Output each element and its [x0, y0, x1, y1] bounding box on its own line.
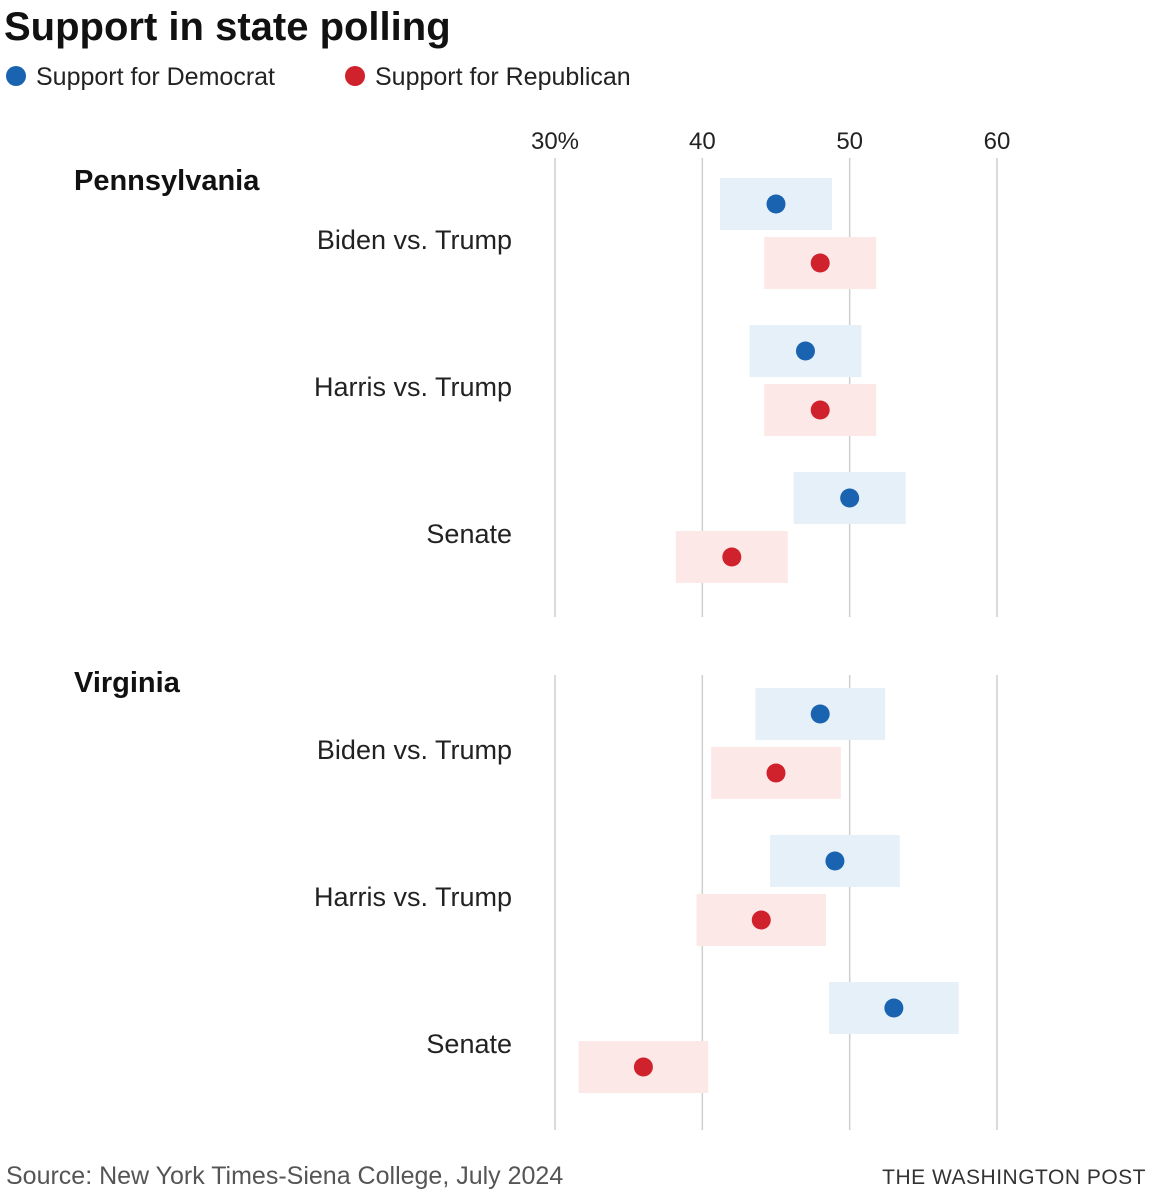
legend-dem-swatch: [6, 66, 26, 86]
race-row: Biden vs. Trump: [317, 178, 877, 289]
legend-rep-label: Support for Republican: [375, 63, 631, 91]
panel-virginia: Virginia Biden vs. Trump Harris vs. Trump S…: [74, 667, 959, 1093]
state-label: Pennsylvania: [74, 165, 260, 197]
race-label: Harris vs. Trump: [314, 882, 512, 912]
dem-support-dot: [795, 341, 815, 361]
legend: Support for Democrat Support for Republi…: [6, 63, 631, 91]
dem-support-dot: [825, 851, 845, 871]
legend-rep-swatch: [345, 66, 365, 86]
x-axis-ticks: 30% 40 50 60: [531, 128, 1010, 155]
rep-support-dot: [810, 400, 830, 420]
race-label: Senate: [426, 1029, 512, 1059]
race-row: Biden vs. Trump: [317, 688, 886, 799]
rep-support-dot: [766, 763, 786, 783]
dem-support-dot: [884, 998, 904, 1018]
x-tick-label-50: 50: [836, 128, 863, 155]
x-tick-label-40: 40: [689, 128, 716, 155]
dem-support-dot: [840, 488, 860, 508]
race-label: Biden vs. Trump: [317, 225, 512, 255]
dem-support-dot: [810, 704, 830, 724]
rep-support-dot: [751, 910, 771, 930]
x-tick-label-60: 60: [984, 128, 1011, 155]
chart-title: Support in state polling: [4, 5, 451, 49]
state-label: Virginia: [74, 667, 181, 699]
x-tick-label-30: 30%: [531, 128, 579, 155]
race-row: Senate: [426, 472, 906, 583]
race-row: Senate: [426, 982, 959, 1093]
race-label: Biden vs. Trump: [317, 735, 512, 765]
race-row: Harris vs. Trump: [314, 835, 900, 946]
source-note: Source: New York Times-Siena College, Ju…: [6, 1162, 563, 1190]
rep-support-dot: [810, 253, 830, 273]
race-label: Harris vs. Trump: [314, 372, 512, 402]
race-label: Senate: [426, 519, 512, 549]
publisher-brand: THE WASHINGTON POST: [882, 1166, 1146, 1189]
legend-dem-label: Support for Democrat: [36, 63, 275, 91]
rep-support-dot: [722, 547, 742, 567]
chart-panels: Pennsylvania Biden vs. Trump Harris vs. Tr…: [74, 165, 959, 1093]
race-row: Harris vs. Trump: [314, 325, 877, 436]
panel-pennsylvania: Pennsylvania Biden vs. Trump Harris vs. Tr…: [74, 165, 906, 583]
rep-support-dot: [633, 1057, 653, 1077]
dem-support-dot: [766, 194, 786, 214]
